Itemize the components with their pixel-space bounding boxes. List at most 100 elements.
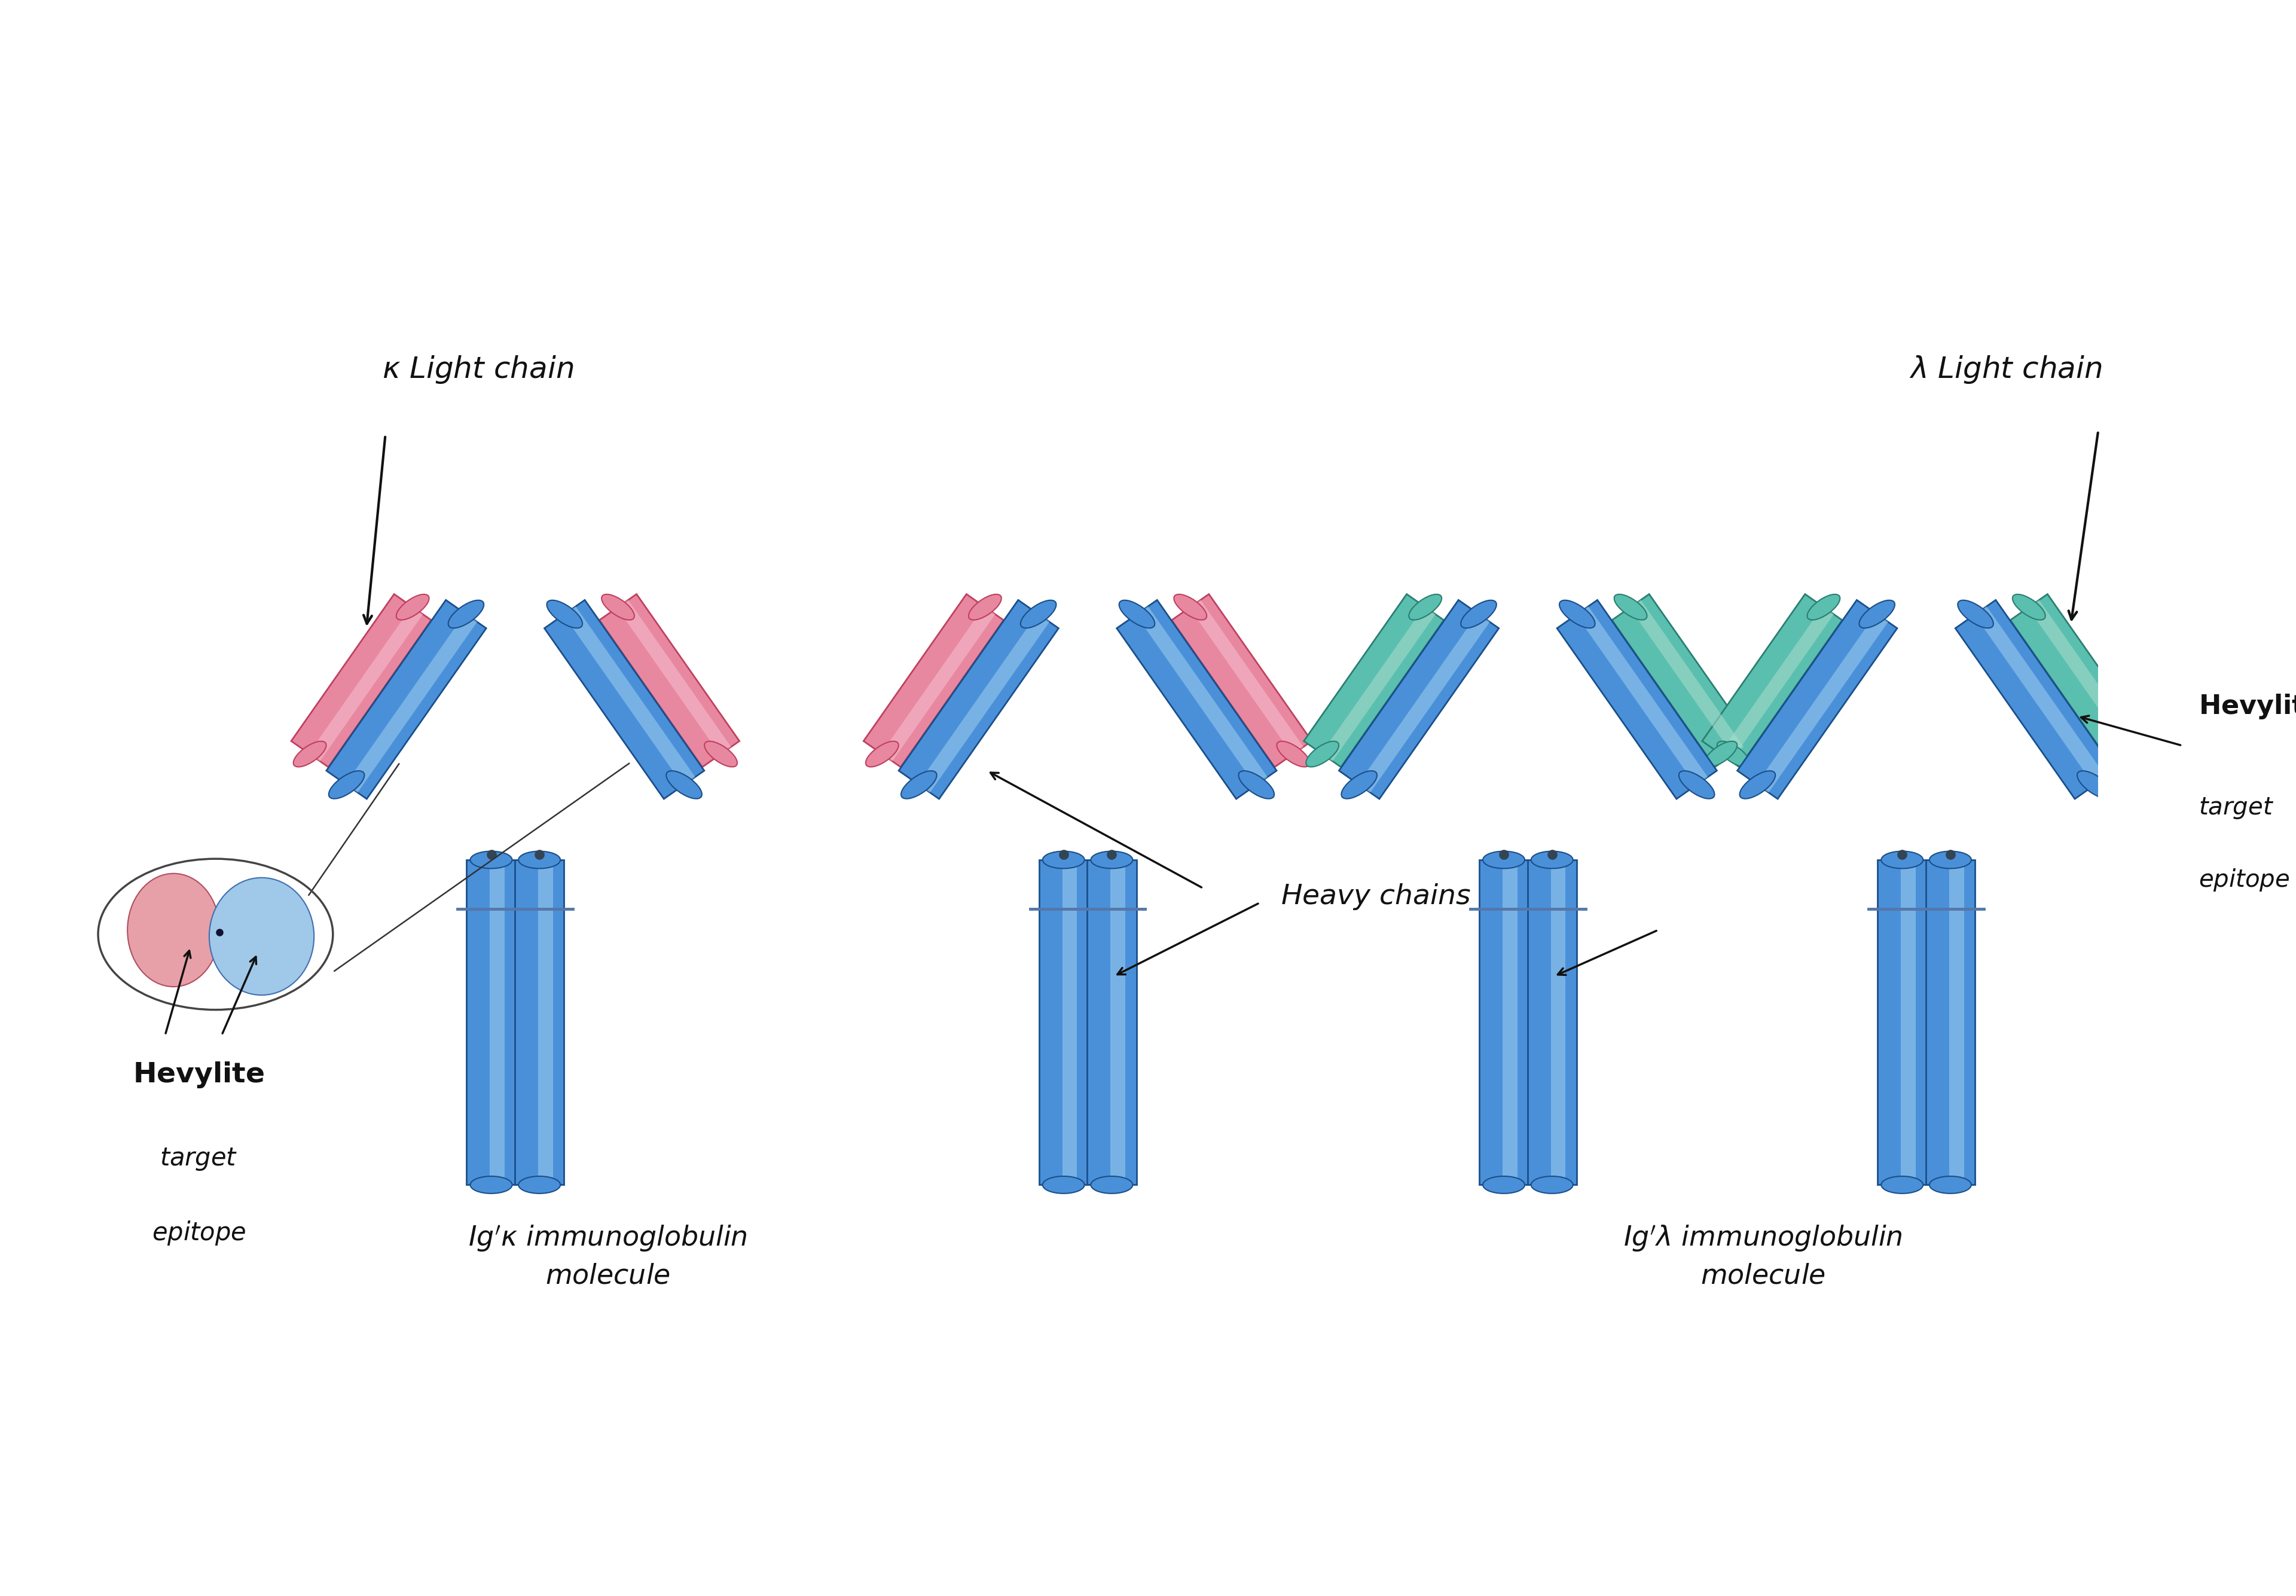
Polygon shape <box>1878 860 1926 1184</box>
Ellipse shape <box>1958 600 1993 629</box>
Ellipse shape <box>471 1176 512 1194</box>
Ellipse shape <box>1019 600 1056 629</box>
Ellipse shape <box>1704 741 1738 768</box>
Polygon shape <box>544 600 705 800</box>
Polygon shape <box>1738 600 1896 800</box>
Polygon shape <box>599 594 739 768</box>
Ellipse shape <box>705 741 737 768</box>
Polygon shape <box>1956 600 2115 800</box>
Polygon shape <box>1720 606 1835 761</box>
Polygon shape <box>1171 594 1311 768</box>
Text: $\it{Ig' \kappa\ immunoglobulin}$
$\it{molecule}$: $\it{Ig' \kappa\ immunoglobulin}$ $\it{m… <box>468 1224 746 1290</box>
Ellipse shape <box>1483 1176 1525 1194</box>
Ellipse shape <box>1118 600 1155 629</box>
Ellipse shape <box>1860 600 1894 629</box>
Polygon shape <box>1116 600 1277 800</box>
Ellipse shape <box>1614 594 1646 619</box>
Polygon shape <box>2027 600 2142 755</box>
Ellipse shape <box>1531 1176 1573 1194</box>
Ellipse shape <box>1091 1176 1132 1194</box>
Ellipse shape <box>2078 771 2112 798</box>
Ellipse shape <box>1929 1176 1972 1194</box>
Polygon shape <box>1975 606 2105 785</box>
Ellipse shape <box>866 741 898 768</box>
Ellipse shape <box>1042 851 1084 868</box>
Polygon shape <box>1926 860 1975 1184</box>
Ellipse shape <box>1559 600 1596 629</box>
Polygon shape <box>1612 594 1752 768</box>
Ellipse shape <box>1929 851 1972 868</box>
Polygon shape <box>1038 860 1088 1184</box>
Ellipse shape <box>1717 741 1750 768</box>
Ellipse shape <box>1042 1176 1084 1194</box>
Ellipse shape <box>2014 594 2046 619</box>
Polygon shape <box>1575 606 1708 785</box>
Polygon shape <box>1502 860 1518 1184</box>
Text: $\it{Heavy\ chains}$: $\it{Heavy\ chains}$ <box>1281 883 1472 911</box>
Text: $\kappa$ $\it{Light\ chain}$: $\kappa$ $\it{Light\ chain}$ <box>381 354 574 385</box>
Polygon shape <box>1339 600 1499 800</box>
Polygon shape <box>882 606 994 761</box>
Polygon shape <box>898 600 1058 800</box>
Ellipse shape <box>471 851 512 868</box>
Polygon shape <box>1304 594 1444 768</box>
Text: $\mathbf{Hevylite}$: $\mathbf{Hevylite}$ <box>133 1060 264 1090</box>
Ellipse shape <box>666 771 703 798</box>
Ellipse shape <box>448 600 484 629</box>
Ellipse shape <box>602 594 634 619</box>
Ellipse shape <box>1807 594 1839 619</box>
Ellipse shape <box>1341 771 1378 798</box>
Polygon shape <box>1086 860 1137 1184</box>
Polygon shape <box>1630 600 1743 755</box>
Text: $\mathbf{Hevylite}$: $\mathbf{Hevylite}$ <box>2200 693 2296 720</box>
Ellipse shape <box>1483 851 1525 868</box>
Text: $\it{target}$: $\it{target}$ <box>2200 796 2275 820</box>
Polygon shape <box>310 606 422 761</box>
Polygon shape <box>489 860 505 1184</box>
Ellipse shape <box>1173 594 1208 619</box>
Ellipse shape <box>1460 600 1497 629</box>
Polygon shape <box>344 613 478 793</box>
Ellipse shape <box>1678 771 1715 798</box>
Ellipse shape <box>1531 851 1573 868</box>
Ellipse shape <box>1277 741 1309 768</box>
Ellipse shape <box>546 600 583 629</box>
Polygon shape <box>1479 860 1529 1184</box>
Polygon shape <box>1550 860 1566 1184</box>
Ellipse shape <box>294 741 326 768</box>
Polygon shape <box>1189 600 1304 755</box>
Polygon shape <box>563 606 696 785</box>
Text: $\it{epitope}$: $\it{epitope}$ <box>152 1219 246 1246</box>
Ellipse shape <box>2115 741 2149 768</box>
Text: $\it{target}$: $\it{target}$ <box>161 1146 239 1171</box>
Polygon shape <box>514 860 565 1184</box>
Ellipse shape <box>900 771 937 798</box>
Ellipse shape <box>519 851 560 868</box>
Ellipse shape <box>969 594 1001 619</box>
Polygon shape <box>1949 860 1963 1184</box>
Polygon shape <box>863 594 1003 768</box>
Polygon shape <box>2011 594 2151 768</box>
Polygon shape <box>326 600 487 800</box>
Ellipse shape <box>1091 851 1132 868</box>
Ellipse shape <box>1880 851 1924 868</box>
Polygon shape <box>1527 860 1577 1184</box>
Polygon shape <box>1901 860 1915 1184</box>
Ellipse shape <box>1238 771 1274 798</box>
Text: $\it{epitope}$: $\it{epitope}$ <box>2200 867 2289 892</box>
Polygon shape <box>1063 860 1077 1184</box>
Ellipse shape <box>1740 771 1775 798</box>
Polygon shape <box>1322 606 1435 761</box>
Polygon shape <box>918 613 1049 793</box>
Polygon shape <box>537 860 553 1184</box>
Polygon shape <box>1701 594 1841 768</box>
Ellipse shape <box>1880 1176 1924 1194</box>
Ellipse shape <box>328 771 365 798</box>
Polygon shape <box>1111 860 1125 1184</box>
Ellipse shape <box>209 878 315 994</box>
Ellipse shape <box>519 1176 560 1194</box>
Polygon shape <box>466 860 517 1184</box>
Ellipse shape <box>129 873 220 986</box>
Polygon shape <box>292 594 432 768</box>
Ellipse shape <box>397 594 429 619</box>
